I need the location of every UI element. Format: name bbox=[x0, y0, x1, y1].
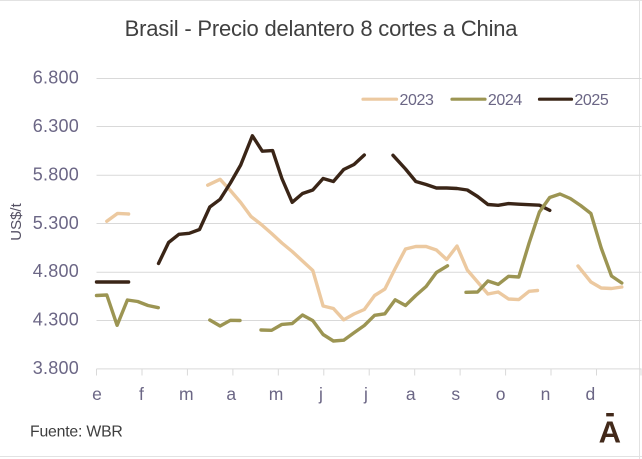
svg-text:j: j bbox=[318, 384, 323, 404]
svg-text:A: A bbox=[599, 415, 621, 450]
svg-text:6.300: 6.300 bbox=[33, 116, 79, 136]
svg-text:3.800: 3.800 bbox=[33, 358, 79, 378]
svg-text:n: n bbox=[541, 384, 551, 404]
svg-text:a: a bbox=[226, 384, 236, 404]
svg-text:o: o bbox=[496, 384, 506, 404]
svg-text:4.800: 4.800 bbox=[33, 261, 79, 281]
svg-text:m: m bbox=[269, 384, 284, 404]
svg-text:5.300: 5.300 bbox=[33, 213, 79, 233]
svg-text:e: e bbox=[92, 384, 102, 404]
svg-text:2023: 2023 bbox=[400, 92, 434, 109]
svg-text:6.800: 6.800 bbox=[33, 68, 79, 88]
svg-text:d: d bbox=[586, 384, 596, 404]
svg-text:s: s bbox=[451, 384, 460, 404]
svg-text:2024: 2024 bbox=[488, 92, 522, 109]
svg-text:m: m bbox=[179, 384, 194, 404]
svg-text:j: j bbox=[363, 384, 368, 404]
svg-text:a: a bbox=[406, 384, 416, 404]
svg-text:5.800: 5.800 bbox=[33, 164, 79, 184]
svg-text:f: f bbox=[139, 384, 144, 404]
svg-text:Fuente: WBR: Fuente: WBR bbox=[30, 424, 123, 441]
svg-text:Brasil - Precio delantero 8 co: Brasil - Precio delantero 8 cortes a Chi… bbox=[125, 16, 519, 41]
svg-text:2025: 2025 bbox=[574, 92, 608, 109]
svg-text:US$/t: US$/t bbox=[8, 202, 25, 240]
svg-text:4.300: 4.300 bbox=[33, 310, 79, 330]
